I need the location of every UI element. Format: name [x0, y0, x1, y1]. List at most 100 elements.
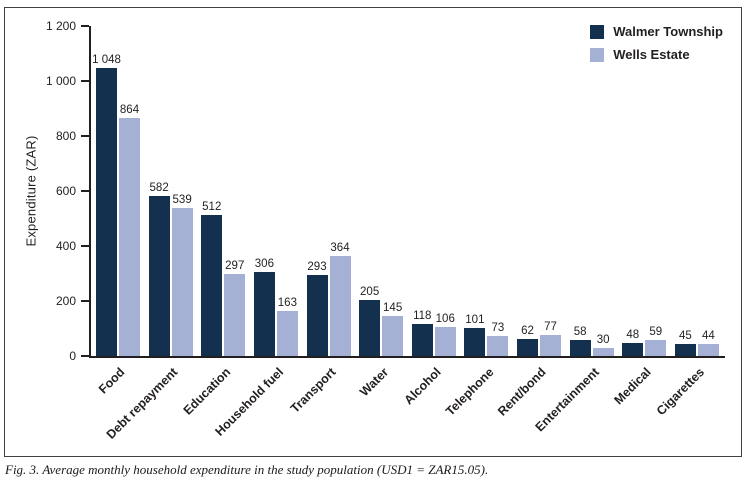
- figure-caption: Fig. 3. Average monthly household expend…: [5, 462, 489, 477]
- bar-wells-estate-transport: [329, 256, 351, 356]
- bar-wells-estate-entertainment: [592, 348, 614, 356]
- x-category-label: Food: [96, 365, 128, 397]
- bar-value-label: 582: [149, 182, 169, 194]
- bar-walmer-township-cigarettes: [674, 344, 696, 356]
- bar-column: 45: [674, 330, 696, 356]
- bar-value-label: 101: [465, 314, 485, 326]
- bar-wells-estate-debt-repayment: [171, 208, 193, 356]
- y-tick-mark: [81, 355, 89, 357]
- legend: Walmer Township Wells Estate: [590, 24, 723, 62]
- bar-column: 864: [119, 104, 140, 356]
- bar-wells-estate-cigarettes: [697, 344, 719, 356]
- bar-group: 62 77 Rent/bond: [495, 321, 561, 419]
- bar-value-label: 44: [701, 330, 715, 342]
- bar-group: 512 297 Education: [181, 201, 246, 418]
- bar-wells-estate-water: [382, 316, 404, 356]
- bar-group: 58 30 Entertainment: [532, 326, 614, 434]
- bar-value-label: 145: [383, 302, 403, 314]
- x-category-label: Transport: [287, 365, 339, 416]
- y-tick-mark: [81, 135, 89, 137]
- legend-item-walmer-township: Walmer Township: [590, 24, 723, 39]
- x-category-label: Cigarettes: [653, 365, 707, 419]
- bar-group: 45 44 Cigarettes: [654, 330, 719, 418]
- bar-column: 48: [622, 329, 644, 356]
- bar-group: 582 539 Debt repayment: [104, 182, 193, 442]
- bar-group: 48 59 Medical: [612, 326, 667, 407]
- bar-column: 306: [253, 258, 275, 356]
- bar-groups-container: 1 048 864 Food 582 539 Debt repayment 512 297 Ed…: [91, 26, 725, 442]
- y-tick-mark: [81, 245, 89, 247]
- legend-swatch-walmer-township: [590, 24, 605, 39]
- bar-value-label: 48: [626, 329, 640, 341]
- bar-value-label: 512: [202, 201, 222, 213]
- bar-value-label: 30: [596, 334, 610, 346]
- bar-value-label: 62: [521, 325, 534, 337]
- x-category-label: Alcohol: [401, 365, 444, 408]
- bar-wells-estate-food: [119, 118, 140, 356]
- bar-value-label: 539: [172, 194, 192, 206]
- bar-value-label: 73: [491, 322, 505, 334]
- legend-item-wells-estate: Wells Estate: [590, 47, 723, 62]
- x-category-label: Rent/bond: [495, 365, 549, 419]
- bar-walmer-township-entertainment: [569, 340, 591, 356]
- bar-value-label: 1 048: [92, 54, 121, 66]
- bar-walmer-township-transport: [306, 275, 328, 356]
- bar-column: 582: [148, 182, 170, 356]
- bar-column: 1 048: [92, 54, 121, 356]
- legend-swatch-wells-estate: [590, 47, 605, 62]
- x-category-label: Telephone: [442, 365, 497, 419]
- bar-wells-estate-telephone: [487, 336, 509, 356]
- bar-column: 30: [592, 334, 614, 356]
- y-tick-label: 0: [69, 349, 76, 363]
- bar-column: 106: [434, 313, 456, 356]
- bar-walmer-township-water: [359, 300, 381, 356]
- bar-value-label: 58: [573, 326, 587, 338]
- bar-walmer-township-education: [201, 215, 223, 356]
- y-tick-mark: [81, 300, 89, 302]
- bar-value-label: 293: [307, 261, 327, 273]
- bar-value-label: 45: [678, 330, 692, 342]
- bar-column: 163: [276, 297, 298, 356]
- bar-walmer-township-alcohol: [411, 324, 433, 356]
- legend-label-walmer-township: Walmer Township: [613, 24, 723, 39]
- bar-column: 512: [201, 201, 223, 356]
- bar-value-label: 118: [413, 310, 432, 322]
- y-tick-mark: [81, 80, 89, 82]
- bar-column: 118: [411, 310, 433, 356]
- bar-value-label: 163: [277, 297, 297, 309]
- bar-column: 145: [382, 302, 404, 356]
- bar-walmer-township-telephone: [464, 328, 486, 356]
- bar-walmer-township-medical: [622, 343, 644, 356]
- bar-wells-estate-education: [224, 274, 246, 356]
- bar-walmer-township-food: [96, 68, 117, 356]
- bar-group: 205 145 Water: [357, 286, 404, 399]
- bar-value-label: 106: [435, 313, 455, 325]
- y-tick-label: 1 000: [45, 74, 76, 88]
- bar-value-label: 364: [330, 242, 350, 254]
- bar-group: 101 73 Telephone: [443, 314, 509, 418]
- bar-column: 62: [517, 325, 538, 356]
- x-category-label: Education: [180, 365, 234, 418]
- bar-column: 101: [464, 314, 486, 356]
- y-axis-title: Expenditure (ZAR): [23, 135, 39, 247]
- y-tick-mark: [81, 190, 89, 192]
- bar-column: 364: [329, 242, 351, 356]
- bar-group: 306 163 Household fuel: [212, 258, 298, 439]
- y-tick-label: 200: [55, 294, 76, 308]
- bar-wells-estate-rent-bond: [540, 335, 561, 356]
- x-category-label: Water: [356, 365, 392, 400]
- bar-value-label: 864: [119, 104, 140, 116]
- bar-column: 77: [540, 321, 561, 356]
- figure-frame: Expenditure (ZAR) 1 048 864 Food 582 539 Debt…: [4, 7, 742, 457]
- y-tick-label: 600: [55, 184, 76, 198]
- bar-value-label: 77: [544, 321, 557, 333]
- legend-label-wells-estate: Wells Estate: [613, 47, 690, 62]
- bar-walmer-township-rent-bond: [517, 339, 538, 356]
- bar-group: 1 048 864 Food: [92, 54, 140, 396]
- y-tick-label: 1 200: [45, 19, 76, 33]
- bar-wells-estate-alcohol: [434, 327, 456, 356]
- bar-column: 293: [306, 261, 328, 356]
- y-tick-label: 800: [55, 129, 76, 143]
- bar-column: 539: [171, 194, 193, 356]
- x-category-label: Medical: [611, 365, 655, 408]
